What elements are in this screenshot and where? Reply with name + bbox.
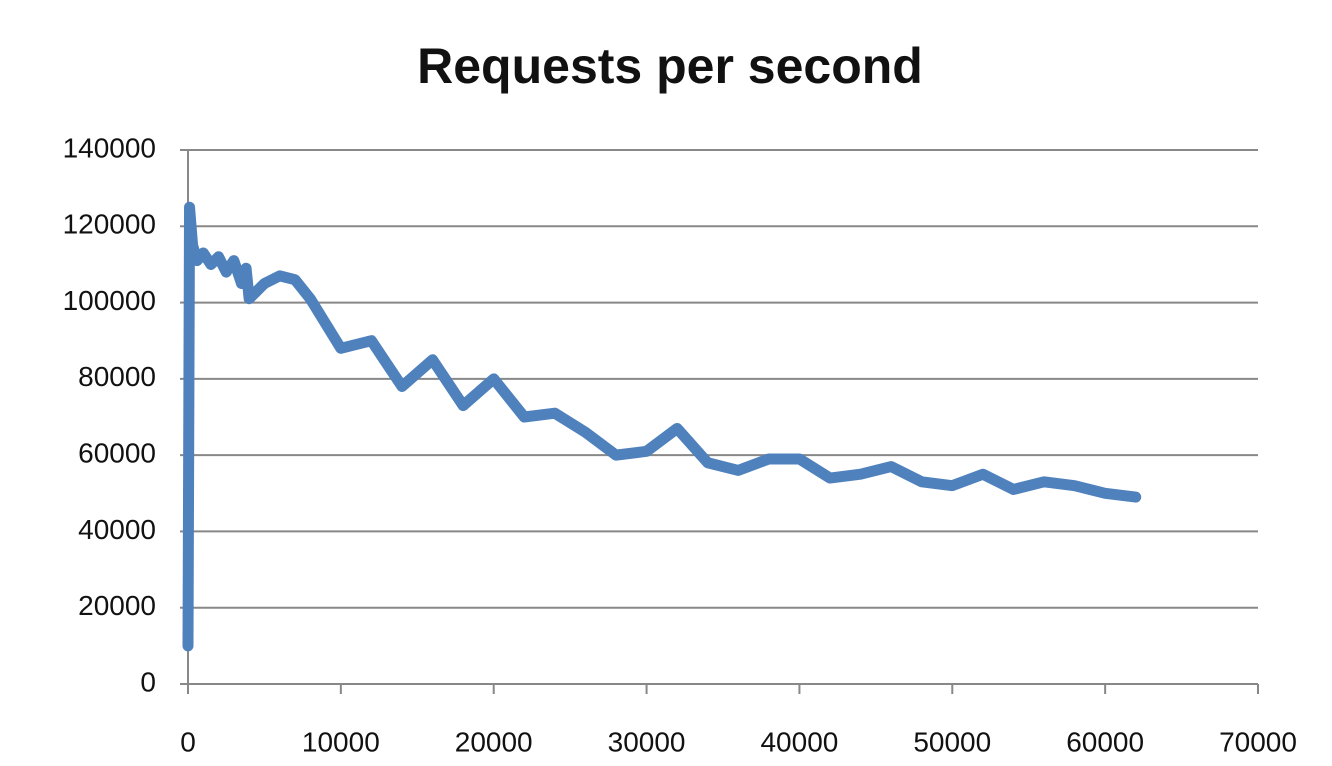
y-tick-label: 20000 (78, 590, 156, 621)
y-tick-label: 60000 (78, 438, 156, 469)
x-tick-label: 40000 (760, 726, 838, 757)
y-tick-label: 80000 (78, 361, 156, 392)
x-tick-label: 70000 (1219, 726, 1297, 757)
x-tick-label: 60000 (1066, 726, 1144, 757)
data-line (182, 201, 1142, 652)
y-tick-label: 140000 (63, 132, 156, 163)
x-tick-label: 10000 (302, 726, 380, 757)
x-tick-label: 30000 (608, 726, 686, 757)
y-tick-label: 0 (140, 666, 156, 697)
x-tick-label: 0 (180, 726, 196, 757)
y-tick-label: 120000 (63, 209, 156, 240)
x-tick-label: 20000 (455, 726, 533, 757)
x-tick-label: 50000 (913, 726, 991, 757)
y-tick-label: 100000 (63, 285, 156, 316)
chart-title: Requests per second (417, 38, 923, 94)
y-tick-label: 40000 (78, 514, 156, 545)
